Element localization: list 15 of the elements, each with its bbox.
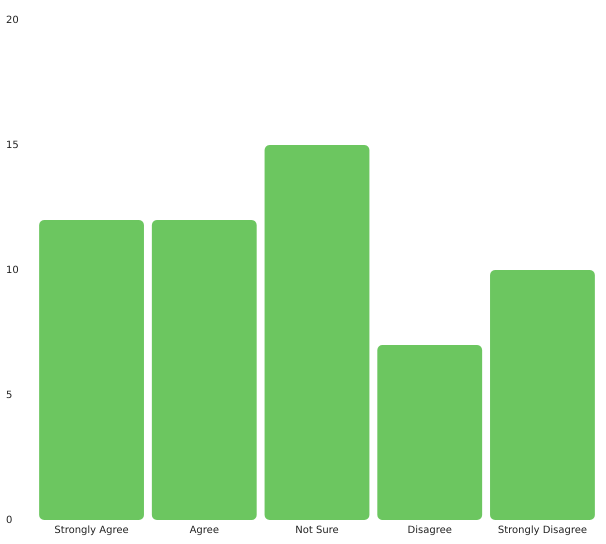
x-tick-label: Agree [190, 525, 219, 536]
bar [264, 145, 370, 520]
x-tick-label: Disagree [408, 525, 452, 536]
bar [152, 220, 257, 520]
y-tick-label: 0 [6, 515, 12, 526]
y-tick-label: 20 [6, 15, 19, 26]
x-tick-label: Strongly Disagree [498, 525, 588, 536]
y-tick-label: 15 [6, 140, 19, 152]
x-tick-label: Strongly Agree [54, 525, 129, 536]
bar [377, 345, 482, 520]
bar [39, 220, 144, 520]
y-tick-label: 10 [6, 265, 19, 276]
bar [490, 270, 595, 520]
y-tick-label: 5 [6, 390, 12, 402]
x-tick-label: Not Sure [295, 525, 339, 536]
